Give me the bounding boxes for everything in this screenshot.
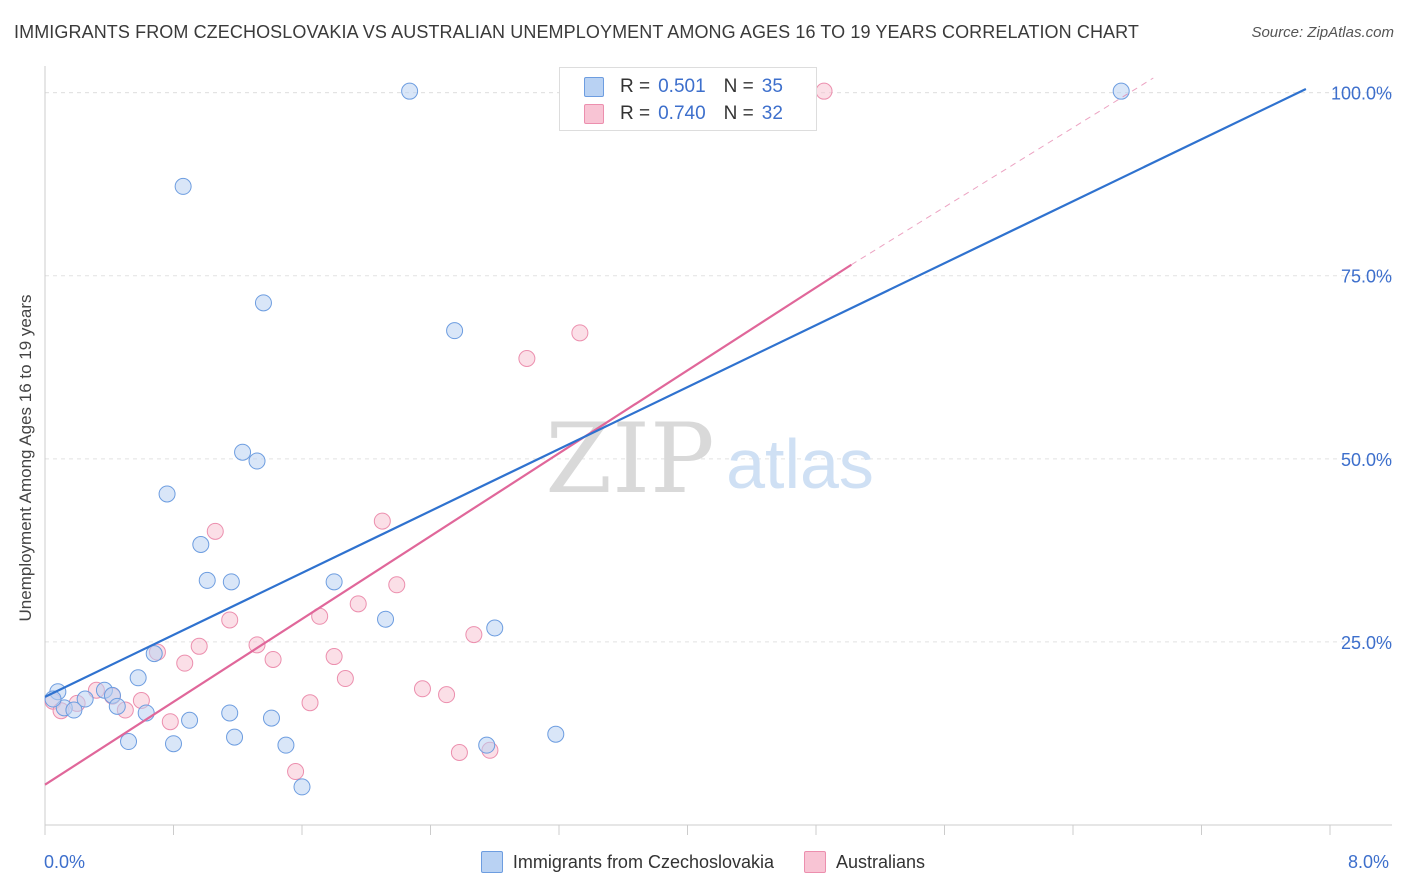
data-point [65, 701, 83, 719]
data-point [176, 654, 194, 672]
data-point [181, 711, 199, 729]
data-point [336, 670, 354, 688]
legend-label: Australians [836, 851, 926, 872]
data-point [277, 736, 295, 754]
data-point [349, 595, 367, 613]
watermark: ZIP atlas [545, 403, 874, 515]
watermark-atlas: atlas [726, 425, 874, 503]
data-point [377, 610, 395, 628]
data-point [206, 522, 224, 540]
legend-swatch-pink [804, 851, 827, 873]
data-point [76, 690, 94, 708]
data-point [264, 650, 282, 668]
y-tick-label: 25.0% [1341, 633, 1392, 653]
blue-swatch [584, 77, 604, 97]
stats-row-pink: R = 0.740 N = 32 [584, 101, 783, 127]
data-point [388, 576, 406, 594]
data-point [120, 733, 138, 751]
data-point [373, 512, 391, 530]
data-point [192, 536, 210, 554]
data-point [287, 763, 305, 781]
data-point [161, 713, 179, 731]
data-point [486, 619, 504, 637]
trend-line-australians [44, 263, 852, 786]
data-point [262, 709, 280, 727]
stats-legend: R = 0.501 N = 35 R = 0.740 N = 32 [559, 67, 817, 131]
legend-item-australians[interactable]: Australians [804, 851, 925, 873]
data-point [165, 735, 182, 753]
data-point [465, 626, 483, 644]
legend-swatch-blue [480, 851, 503, 873]
n-value: 32 [761, 103, 783, 124]
x-tick-label-max: 8.0% [1348, 852, 1390, 872]
data-point [158, 485, 176, 503]
trend-line-czechoslovakia [44, 87, 1307, 698]
data-point [222, 573, 240, 591]
trend-lines [44, 77, 1307, 786]
data-point [234, 443, 252, 461]
data-point [174, 177, 192, 195]
data-point [108, 697, 126, 715]
y-tick-labels: 25.0% 50.0% 75.0% 100.0% [1331, 84, 1392, 653]
data-point [226, 728, 244, 746]
data-point [190, 637, 208, 655]
legend-item-czechoslovakia[interactable]: Immigrants from Czechoslovakia [480, 851, 775, 873]
data-point [129, 669, 147, 687]
stats-row-blue: R = 0.501 N = 35 [584, 74, 783, 100]
data-point [438, 686, 456, 704]
r-label: R = [620, 76, 651, 97]
data-point [401, 82, 419, 100]
chart-source: Source: ZipAtlas.com [1251, 24, 1394, 41]
legend: Immigrants from Czechoslovakia Australia… [0, 851, 1406, 873]
data-point [815, 82, 833, 100]
data-point [254, 294, 272, 312]
n-label: N = [723, 103, 754, 124]
pink-swatch [584, 104, 604, 124]
data-point [518, 349, 536, 367]
n-label: N = [723, 76, 754, 97]
y-tick-label: 100.0% [1331, 84, 1392, 104]
data-point [413, 680, 431, 698]
chart-title: IMMIGRANTS FROM CZECHOSLOVAKIA VS AUSTRA… [14, 22, 1140, 42]
y-axis-label: Unemployment Among Ages 16 to 19 years [16, 294, 35, 622]
data-point [198, 571, 216, 589]
data-point [221, 704, 239, 722]
data-point [293, 778, 311, 796]
x-tick-label-min: 0.0% [44, 852, 86, 872]
data-point [450, 743, 468, 761]
n-value: 35 [761, 76, 783, 97]
data-point [145, 645, 163, 663]
data-point [325, 648, 343, 666]
grid-lines [45, 92, 1392, 643]
data-point [325, 573, 343, 591]
trend-line-australians-extended [851, 77, 1154, 266]
data-point [547, 725, 565, 743]
data-point [248, 636, 266, 654]
r-value: 0.501 [658, 76, 706, 97]
data-point [248, 452, 266, 470]
data-point [446, 322, 464, 340]
r-value: 0.740 [658, 103, 706, 124]
data-point [1112, 82, 1130, 100]
data-point [301, 694, 319, 712]
y-tick-label: 50.0% [1341, 450, 1392, 470]
legend-label: Immigrants from Czechoslovakia [512, 851, 775, 872]
data-point [478, 736, 496, 754]
y-tick-label: 75.0% [1341, 267, 1392, 287]
data-point [221, 611, 239, 629]
r-label: R = [620, 103, 651, 124]
data-point [571, 324, 589, 342]
watermark-zip: ZIP [545, 403, 714, 515]
